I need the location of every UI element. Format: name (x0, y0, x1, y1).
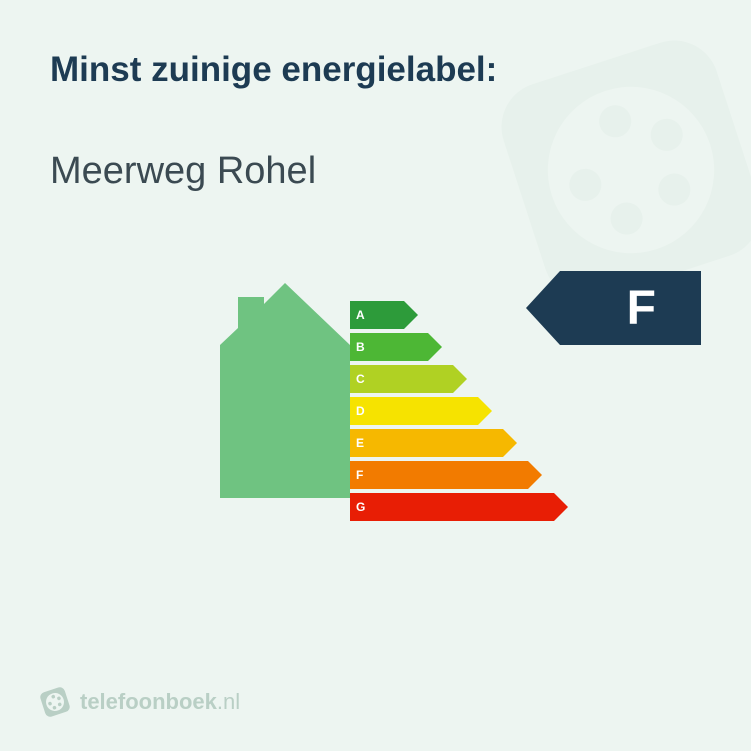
card: Minst zuinige energielabel: Meerweg Rohe… (0, 0, 751, 751)
rating-tag-shape (526, 271, 701, 345)
energy-graphic: A B C D E F G F (50, 253, 701, 553)
rating-tag: F (526, 271, 701, 345)
bar-letter: G (356, 500, 365, 514)
rating-letter: F (627, 281, 656, 336)
footer: telefoonboek.nl (40, 687, 240, 717)
bar-letter: B (356, 340, 365, 354)
bar-shape (350, 365, 467, 393)
bar-shape (350, 461, 542, 489)
footer-brand: telefoonboek.nl (80, 689, 240, 715)
bar-letter: A (356, 308, 365, 322)
subtitle: Meerweg Rohel (50, 150, 701, 193)
bar-shape (350, 397, 492, 425)
bar-letter: E (356, 436, 364, 450)
bar-letter: C (356, 372, 365, 386)
footer-brand-bold: telefoonboek (80, 689, 217, 714)
title: Minst zuinige energielabel: (50, 50, 701, 90)
bar-letter: D (356, 404, 365, 418)
house-icon (180, 283, 350, 513)
bar-letter: F (356, 468, 363, 482)
footer-brand-light: .nl (217, 689, 240, 714)
bar-shape (350, 429, 517, 457)
bar-shape (350, 493, 568, 521)
footer-logo-icon (40, 687, 70, 717)
